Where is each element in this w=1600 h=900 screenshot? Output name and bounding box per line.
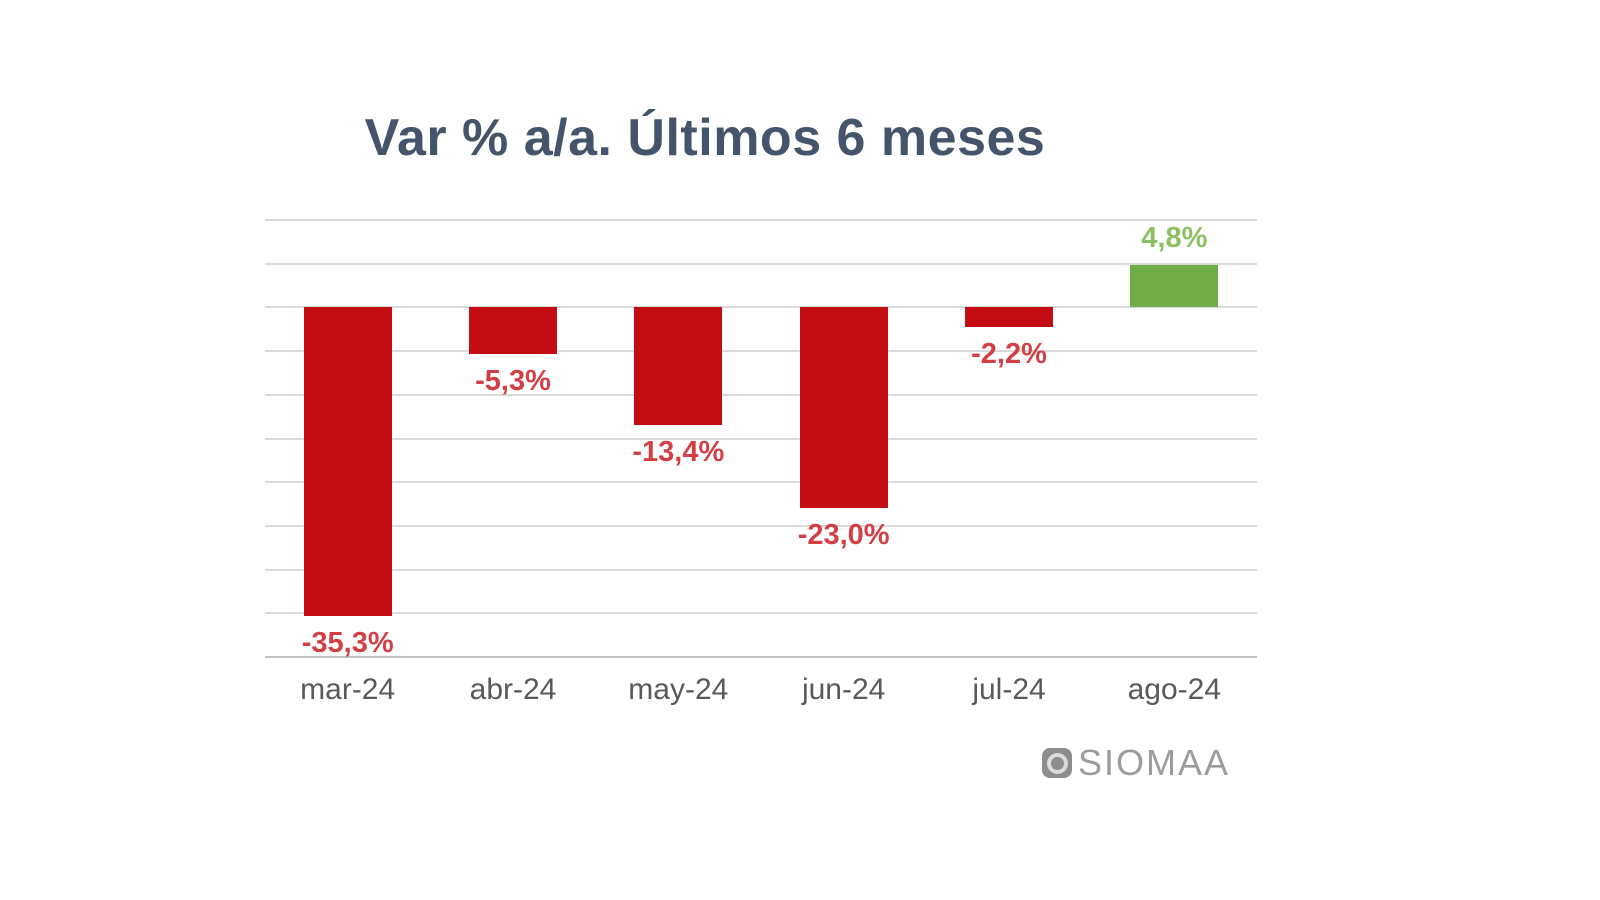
gridline: [265, 262, 1257, 265]
gridline: [265, 437, 1257, 440]
x-axis-line: [265, 656, 1257, 658]
gridline: [265, 393, 1257, 396]
bar-jun-24: [799, 307, 888, 509]
x-tick-label-jun-24: jun-24: [801, 673, 886, 706]
gridline: [265, 219, 1257, 221]
gridline: [265, 524, 1257, 527]
bar-value-label-abr-24: -5,3%: [475, 364, 551, 397]
bar-value-label-mar-24: -35,3%: [301, 626, 394, 659]
gridline: [265, 481, 1257, 484]
bar-mar-24: [303, 307, 392, 616]
siomaa-logo-text: SIOMAA: [1078, 742, 1231, 783]
bar-value-label-ago-24: 4,8%: [1141, 222, 1208, 255]
x-axis: mar-24 abr-24 may-24 jun-24 jul-24 ago-24: [265, 671, 1257, 711]
plot-area: -35,3% -5,3% -13,4% -23,0% -2,2% 4,8%: [265, 219, 1257, 658]
gridline: [265, 350, 1257, 353]
x-tick-label-ago-24: ago-24: [1127, 673, 1222, 706]
gridline: [265, 568, 1257, 571]
bar-may-24: [634, 307, 723, 425]
x-tick-label-mar-24: mar-24: [300, 673, 396, 706]
bar-value-label-jul-24: -2,2%: [971, 337, 1047, 370]
siomaa-logo: SIOMAA: [1042, 742, 1231, 783]
siomaa-logo-icon: [1042, 748, 1072, 778]
gridline: [265, 612, 1257, 615]
x-tick-label-jul-24: jul-24: [972, 673, 1046, 706]
bar-ago-24: [1130, 265, 1219, 308]
bar-value-label-jun-24: -23,0%: [797, 519, 890, 552]
bar-abr-24: [469, 307, 557, 354]
gridline: [265, 306, 1257, 309]
chart-title: Var % a/a. Últimos 6 meses: [364, 109, 1046, 167]
x-tick-label-may-24: may-24: [628, 673, 729, 706]
bar-jul-24: [965, 307, 1053, 327]
x-tick-label-abr-24: abr-24: [469, 673, 557, 706]
bar-value-label-may-24: -13,4%: [632, 435, 725, 468]
siomaa-logo-ring-icon: [1046, 752, 1068, 774]
